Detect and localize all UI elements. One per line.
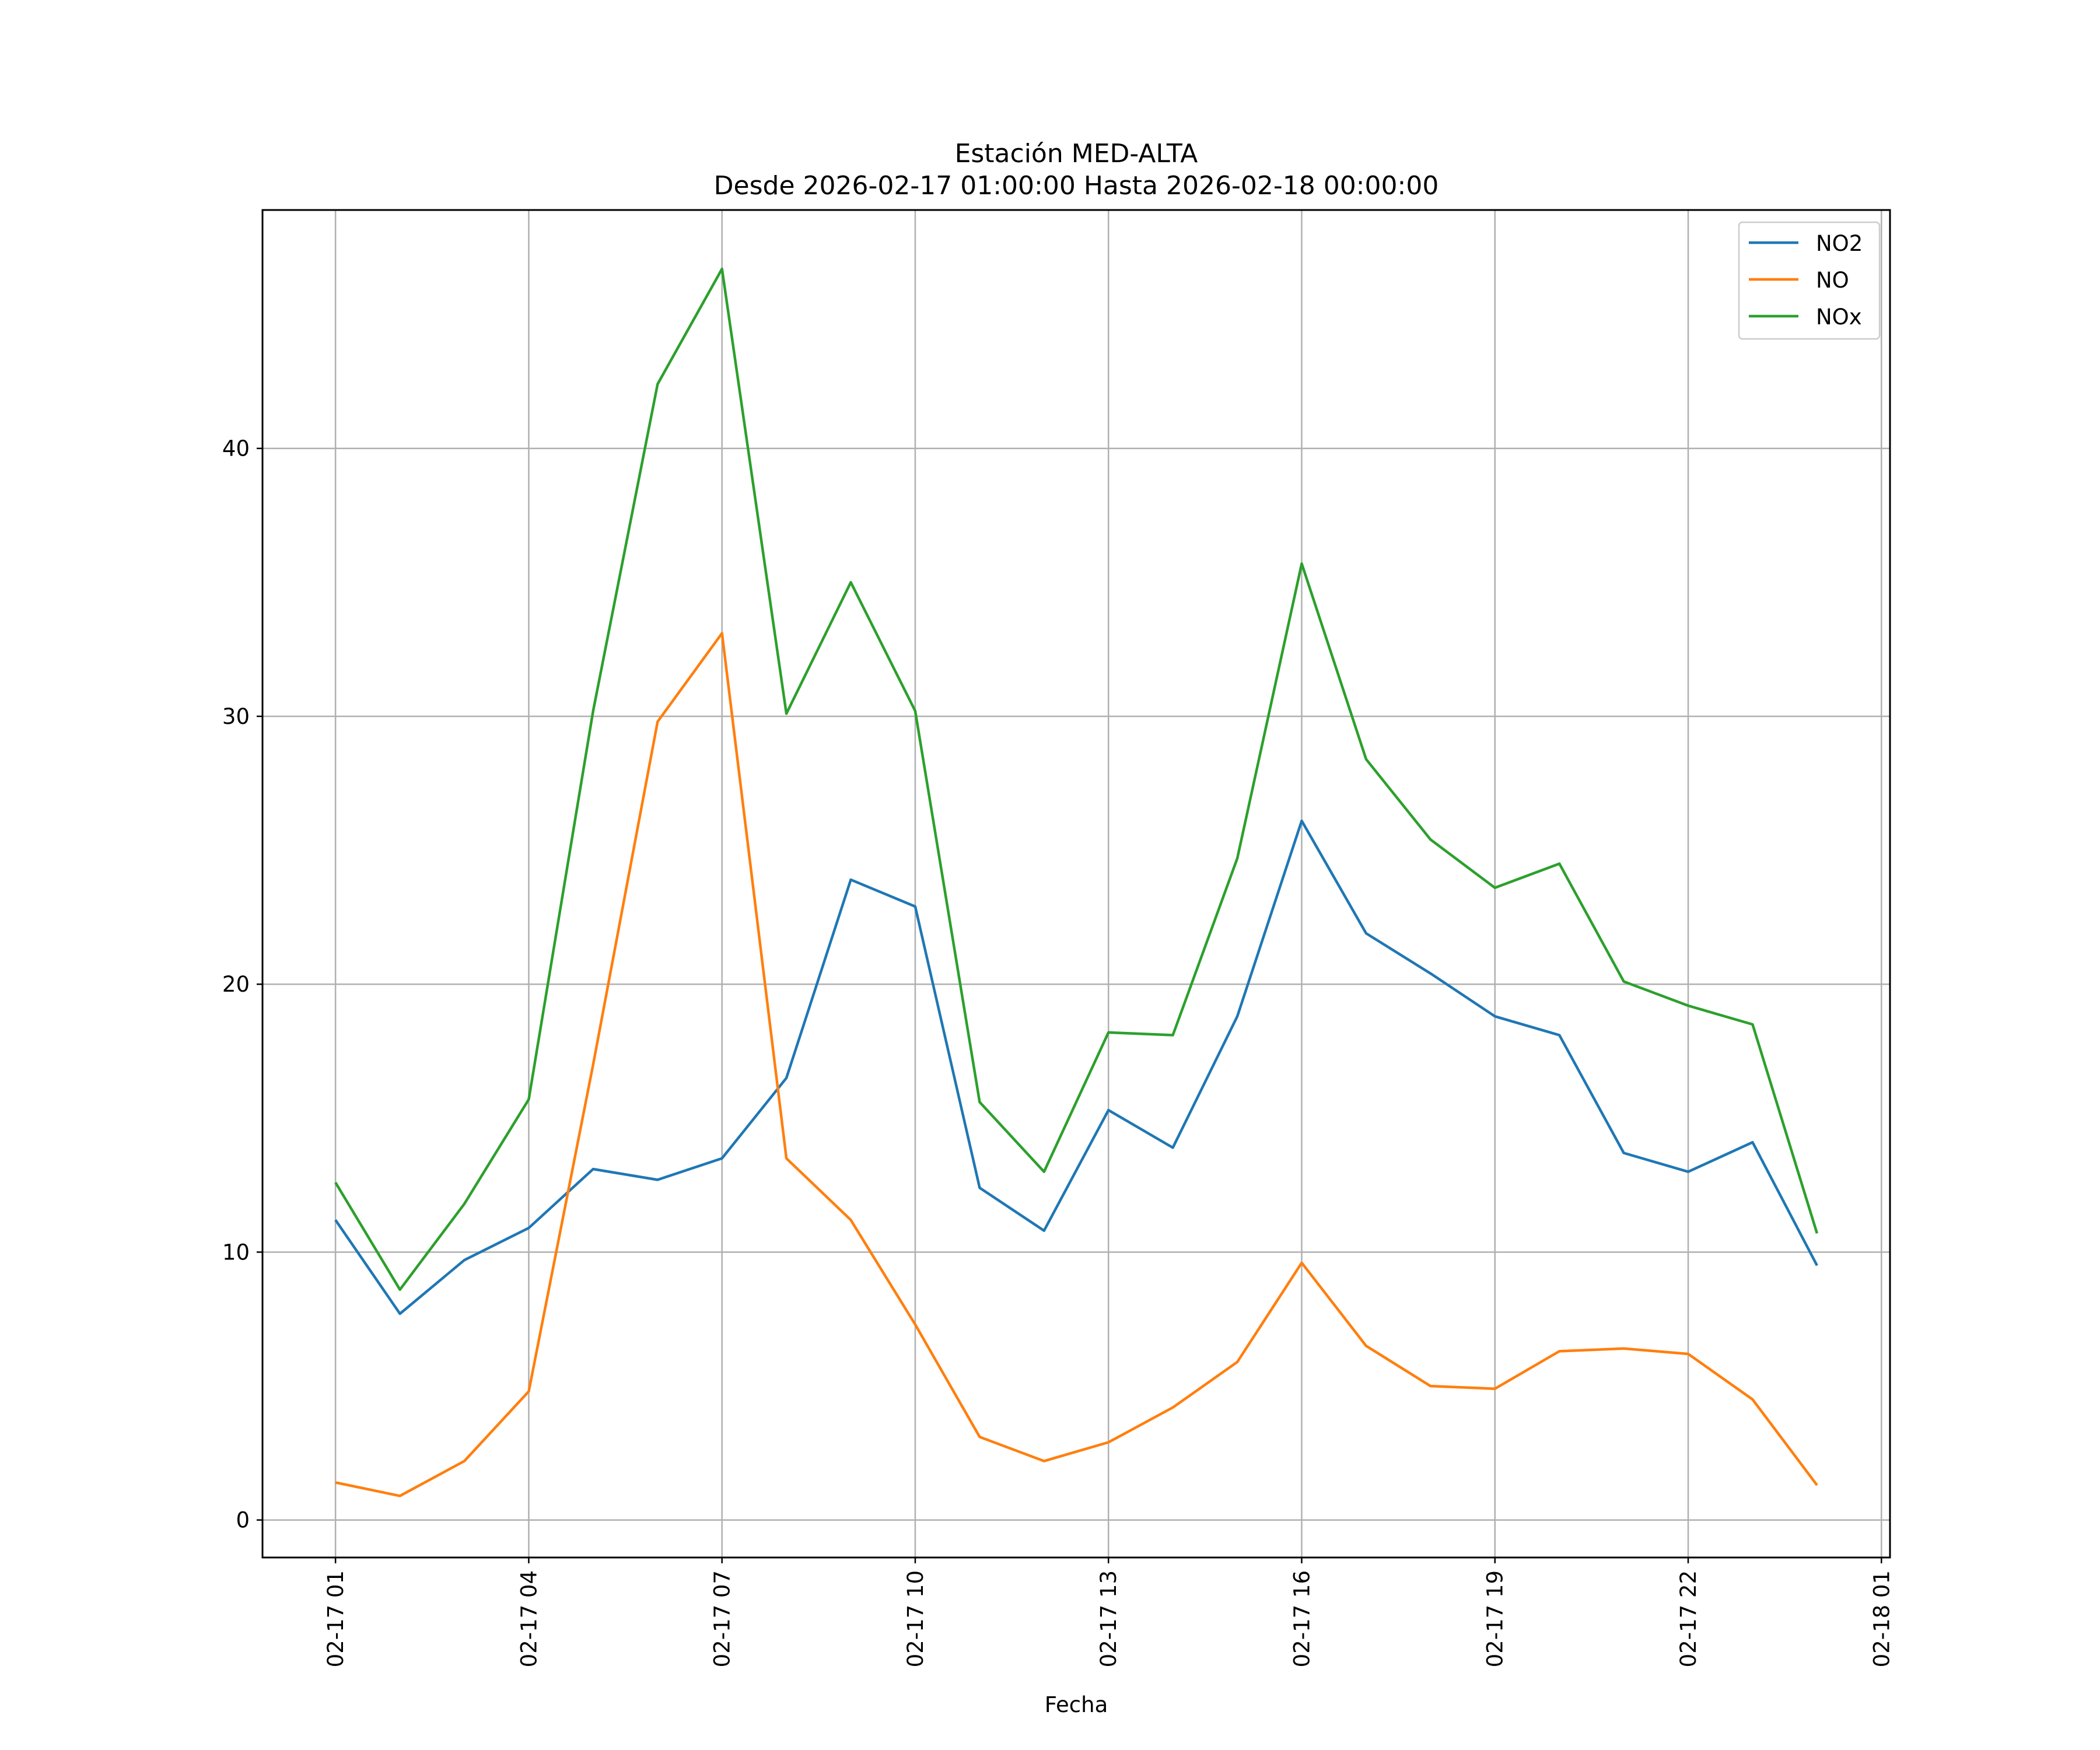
x-tick-label: 02-17 10	[903, 1570, 928, 1667]
plot-frame	[261, 209, 1891, 1559]
legend-box	[1738, 221, 1881, 340]
series-line-no2	[334, 819, 1818, 1315]
y-tick-label: 30	[222, 704, 250, 729]
x-axis-ticks: 02-17 01 02-17 04 02-17 07 02-17 10 02-17 13…	[323, 1558, 1894, 1667]
chart-subtitle: Desde 2026-02-17 01:00:00 Hasta 2026-02-…	[714, 171, 1439, 201]
series-line-no	[335, 632, 1818, 1497]
x-tick-label: 02-17 07	[710, 1570, 735, 1667]
y-tick-label: 20	[222, 972, 250, 997]
x-tick-label: 02-17 01	[323, 1570, 348, 1667]
y-tick-label: 10	[222, 1240, 250, 1265]
y-tick-label: 0	[236, 1508, 250, 1533]
x-tick-label: 02-17 04	[516, 1570, 541, 1667]
grid	[262, 210, 1890, 1558]
chart-title: Estación MED-ALTA	[955, 139, 1198, 169]
x-tick-label: 02-17 22	[1676, 1570, 1701, 1667]
series-lines	[334, 267, 1819, 1497]
x-tick-label: 02-17 13	[1096, 1570, 1121, 1667]
y-tick-label: 40	[222, 436, 250, 461]
legend-label-nox: NOx	[1816, 304, 1862, 330]
legend-label-no: NO	[1816, 268, 1849, 293]
series-line-nox	[334, 267, 1819, 1292]
y-axis-ticks: 0 10 20 30 40	[222, 436, 262, 1533]
legend-label-no2: NO2	[1816, 231, 1863, 256]
x-axis-label: Fecha	[1045, 1692, 1108, 1717]
x-tick-label: 02-17 19	[1483, 1570, 1508, 1667]
x-tick-label: 02-18 01	[1869, 1570, 1894, 1667]
x-tick-label: 02-17 16	[1289, 1570, 1314, 1667]
legend: NO2 NO NOx	[1738, 221, 1881, 340]
